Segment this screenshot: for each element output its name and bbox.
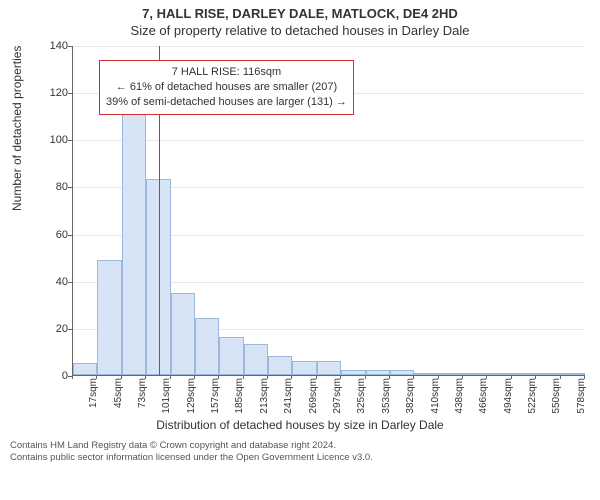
histogram-bar [390, 370, 414, 375]
x-tick-mark [316, 375, 317, 379]
histogram-bar [268, 356, 292, 375]
y-tick-label: 0 [44, 370, 68, 382]
x-tick-mark [511, 375, 512, 379]
histogram-bar [292, 361, 316, 375]
x-tick-mark [267, 375, 268, 379]
histogram-bar [195, 318, 219, 375]
y-tick-label: 60 [44, 229, 68, 241]
x-axis-label: Distribution of detached houses by size … [0, 418, 600, 432]
histogram-bar [97, 260, 121, 376]
x-tick-label: 550sqm [551, 378, 562, 414]
y-tick-mark [68, 93, 72, 94]
x-tick-mark [243, 375, 244, 379]
histogram-bar [561, 373, 585, 375]
x-tick-mark [365, 375, 366, 379]
gridline [73, 140, 584, 141]
y-tick-label: 100 [44, 134, 68, 146]
x-tick-label: 522sqm [527, 378, 538, 414]
x-tick-label: 129sqm [186, 378, 197, 414]
footer-line1: Contains HM Land Registry data © Crown c… [10, 440, 590, 452]
x-tick-label: 353sqm [381, 378, 392, 414]
x-tick-mark [438, 375, 439, 379]
annotation-line2: ← 61% of detached houses are smaller (20… [106, 80, 347, 95]
x-tick-label: 17sqm [88, 378, 99, 408]
x-tick-mark [462, 375, 463, 379]
x-tick-mark [291, 375, 292, 379]
x-tick-mark [218, 375, 219, 379]
y-tick-label: 140 [44, 40, 68, 52]
x-tick-mark [194, 375, 195, 379]
x-tick-label: 101sqm [161, 378, 172, 414]
x-tick-label: 213sqm [259, 378, 270, 414]
y-tick-label: 80 [44, 181, 68, 193]
y-tick-mark [68, 235, 72, 236]
histogram-bar [414, 373, 438, 375]
x-tick-label: 73sqm [137, 378, 148, 408]
page-title-address: 7, HALL RISE, DARLEY DALE, MATLOCK, DE4 … [0, 6, 600, 21]
histogram-bar [171, 293, 195, 376]
x-tick-mark [96, 375, 97, 379]
x-tick-mark [584, 375, 585, 379]
y-axis-label: Number of detached properties [10, 46, 24, 211]
x-tick-mark [413, 375, 414, 379]
marker-annotation: 7 HALL RISE: 116sqm ← 61% of detached ho… [99, 60, 354, 115]
y-tick-label: 40 [44, 276, 68, 288]
y-tick-mark [68, 329, 72, 330]
gridline [73, 46, 584, 47]
x-tick-label: 241sqm [283, 378, 294, 414]
x-tick-mark [170, 375, 171, 379]
annotation-line1: 7 HALL RISE: 116sqm [106, 65, 347, 80]
y-tick-mark [68, 46, 72, 47]
histogram-bar [244, 344, 268, 375]
y-tick-mark [68, 282, 72, 283]
footer-line2: Contains public sector information licen… [10, 452, 590, 464]
histogram-bar [366, 370, 390, 375]
footer-attribution: Contains HM Land Registry data © Crown c… [10, 440, 590, 465]
x-tick-mark [145, 375, 146, 379]
x-tick-label: 45sqm [113, 378, 124, 408]
x-tick-label: 297sqm [332, 378, 343, 414]
histogram-bar [341, 370, 365, 375]
histogram-bar [73, 363, 97, 375]
x-tick-mark [535, 375, 536, 379]
x-tick-label: 410sqm [430, 378, 441, 414]
histogram-bar [512, 373, 536, 375]
x-tick-label: 269sqm [308, 378, 319, 414]
x-tick-label: 438sqm [454, 378, 465, 414]
plot-area: 7 HALL RISE: 116sqm ← 61% of detached ho… [72, 46, 584, 376]
x-tick-mark [72, 375, 73, 379]
y-tick-mark [68, 140, 72, 141]
chart-container: Number of detached properties 7 HALL RIS… [44, 46, 584, 416]
x-tick-label: 157sqm [210, 378, 221, 414]
histogram-bar [463, 373, 487, 375]
page-subtitle: Size of property relative to detached ho… [0, 23, 600, 38]
x-tick-mark [121, 375, 122, 379]
histogram-bar [122, 113, 146, 375]
x-tick-mark [340, 375, 341, 379]
y-tick-label: 20 [44, 323, 68, 335]
x-tick-label: 325sqm [356, 378, 367, 414]
histogram-bar [536, 373, 560, 375]
x-tick-label: 578sqm [576, 378, 587, 414]
x-tick-mark [389, 375, 390, 379]
histogram-bar [317, 361, 341, 375]
histogram-bar [219, 337, 243, 375]
x-tick-label: 466sqm [478, 378, 489, 414]
annotation-line3: 39% of semi-detached houses are larger (… [106, 95, 347, 110]
y-tick-mark [68, 187, 72, 188]
y-tick-label: 120 [44, 87, 68, 99]
x-tick-label: 185sqm [234, 378, 245, 414]
x-tick-mark [486, 375, 487, 379]
x-tick-label: 382sqm [405, 378, 416, 414]
x-tick-label: 494sqm [503, 378, 514, 414]
x-tick-mark [560, 375, 561, 379]
histogram-bar [439, 373, 463, 375]
histogram-bar [487, 373, 511, 375]
